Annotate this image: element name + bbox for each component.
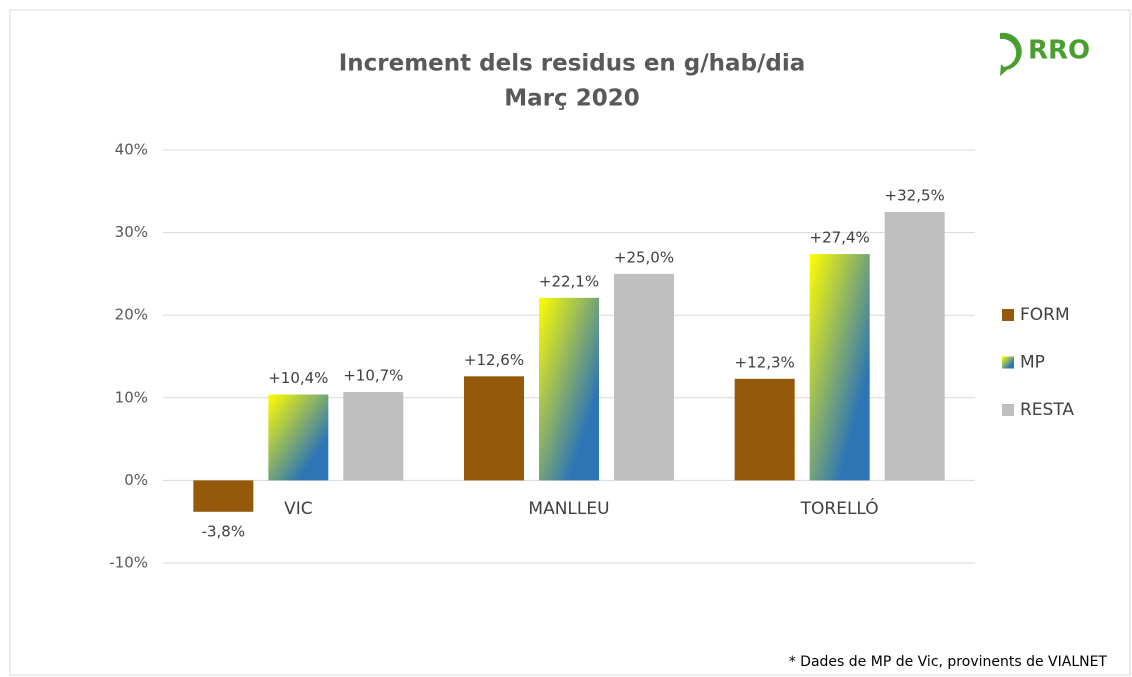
legend-swatch — [1002, 356, 1014, 369]
bar — [884, 211, 945, 481]
bar — [464, 376, 524, 481]
bar — [343, 392, 404, 481]
data-label: +10,7% — [343, 367, 403, 385]
legend-swatch — [1002, 404, 1014, 416]
logo-icon — [1000, 32, 1022, 76]
logo: RRO — [1000, 32, 1090, 76]
legend-swatch — [1002, 309, 1014, 321]
legend-label: FORM — [1020, 305, 1070, 325]
data-label: +12,6% — [464, 351, 524, 369]
bar — [268, 394, 329, 481]
chart-subtitle: Març 2020 — [504, 86, 639, 112]
legend-label: RESTA — [1020, 400, 1074, 420]
logo-text: RRO — [1028, 36, 1090, 66]
bar — [734, 378, 795, 481]
data-label: +25,0% — [614, 248, 674, 266]
x-tick-label: TORELLÓ — [800, 497, 879, 519]
data-label: +27,4% — [810, 229, 870, 247]
data-label: +32,5% — [885, 186, 945, 204]
y-tick-label: 20% — [115, 306, 148, 324]
chart-border — [9, 9, 1131, 676]
y-tick-label: 0% — [124, 471, 148, 489]
y-tick-label: -10% — [109, 554, 148, 572]
x-tick-label: MANLLEU — [528, 499, 609, 519]
legend-label: MP — [1020, 353, 1045, 373]
bar — [539, 297, 599, 481]
data-label: +22,1% — [539, 272, 599, 290]
y-tick-label: 30% — [115, 223, 148, 241]
bar — [614, 273, 674, 481]
bar — [193, 480, 254, 512]
chart-title: Increment dels residus en g/hab/dia — [339, 51, 806, 77]
y-tick-label: 10% — [115, 388, 148, 406]
data-label: +10,4% — [268, 369, 328, 387]
data-label: +12,3% — [735, 353, 795, 371]
data-label: -3,8% — [202, 522, 246, 540]
footnote: * Dades de MP de Vic, provinents de VIAL… — [789, 654, 1108, 670]
y-tick-label: 40% — [115, 141, 148, 159]
x-tick-label: VIC — [284, 499, 313, 519]
bar — [809, 254, 870, 481]
